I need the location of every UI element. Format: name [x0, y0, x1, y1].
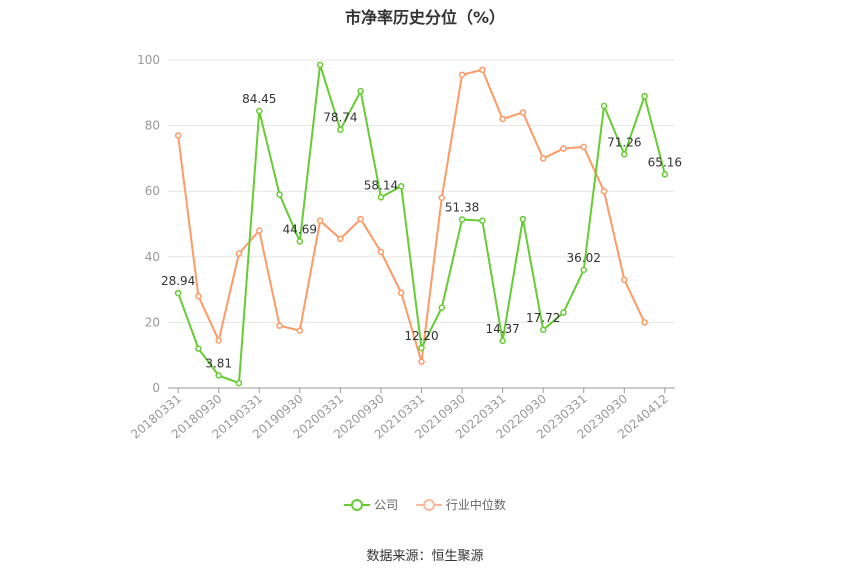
data-point — [296, 238, 304, 245]
data-point — [519, 109, 527, 116]
data-point — [479, 217, 486, 224]
data-point — [641, 92, 648, 100]
series-industry-median — [174, 66, 648, 366]
data-point — [458, 71, 466, 79]
data-point — [256, 227, 263, 234]
data-point — [276, 322, 283, 329]
data-point — [397, 289, 405, 297]
data-point — [580, 143, 587, 151]
data-point — [458, 216, 466, 223]
y-tick-label: 60 — [145, 184, 160, 198]
data-point — [560, 309, 567, 316]
data-label: 28.94 — [161, 274, 195, 288]
data-point — [195, 345, 202, 352]
y-tick-label: 80 — [145, 119, 160, 133]
y-tick-label: 100 — [137, 53, 160, 67]
y-tick-label: 0 — [152, 381, 160, 395]
data-point — [235, 250, 243, 257]
data-label: 17.72 — [526, 311, 560, 325]
data-point — [438, 304, 446, 311]
data-point — [438, 194, 446, 202]
data-label: 36.02 — [567, 251, 601, 265]
data-point — [539, 326, 547, 334]
data-point — [418, 344, 425, 352]
legend-label-industry-median: 行业中位数 — [445, 498, 506, 512]
data-point — [621, 151, 628, 158]
data-point — [316, 217, 324, 224]
data-point — [174, 289, 182, 297]
data-point — [316, 61, 324, 69]
data-point — [621, 276, 628, 284]
data-point — [499, 115, 506, 123]
data-point — [256, 107, 263, 115]
data-point — [215, 337, 222, 344]
y-tick-label: 40 — [145, 250, 160, 264]
data-point — [600, 102, 608, 110]
data-point — [580, 266, 587, 274]
data-point — [641, 319, 648, 326]
data-point — [539, 155, 547, 162]
data-point — [499, 337, 506, 345]
legend-swatch-industry-median — [415, 498, 442, 511]
data-point — [276, 191, 283, 198]
data-point — [600, 187, 608, 195]
data-point — [418, 358, 425, 366]
data-label: 84.45 — [242, 92, 276, 106]
data-point — [377, 248, 385, 256]
data-point — [397, 183, 405, 190]
series-company — [174, 61, 669, 387]
data-point — [357, 87, 364, 95]
data-label: 71.26 — [607, 135, 641, 149]
legend-item-industry-median[interactable]: 行业中位数 — [415, 496, 506, 513]
data-label: 58.14 — [364, 178, 398, 192]
legend-label-company: 公司 — [374, 498, 399, 512]
legend-swatch-company — [344, 498, 371, 511]
data-label: 51.38 — [445, 200, 479, 214]
data-label: 44.69 — [283, 222, 317, 236]
data-label: 12.20 — [404, 329, 438, 343]
data-point — [195, 292, 202, 300]
data-point — [661, 171, 669, 178]
data-point — [560, 145, 567, 152]
data-label: 78.74 — [323, 111, 357, 125]
chart-title: 市净率历史分位（%） — [344, 8, 506, 27]
data-point — [337, 235, 344, 243]
data-point — [357, 215, 364, 223]
data-point — [296, 327, 304, 334]
chart-legend: 公司 行业中位数 — [0, 496, 850, 514]
series-line — [177, 68, 646, 363]
legend-item-company[interactable]: 公司 — [344, 496, 398, 513]
y-tick-label: 20 — [145, 315, 160, 329]
data-point — [215, 372, 222, 379]
data-label: 65.16 — [648, 155, 682, 169]
data-point — [337, 126, 344, 133]
data-point — [235, 379, 243, 387]
data-label: 14.37 — [485, 322, 519, 336]
data-label: 3.81 — [205, 357, 232, 371]
data-source-note: 数据来源：恒生聚源 — [366, 549, 484, 564]
data-point — [519, 215, 527, 223]
data-point — [479, 66, 486, 74]
data-point — [377, 194, 385, 201]
data-point — [174, 132, 182, 139]
